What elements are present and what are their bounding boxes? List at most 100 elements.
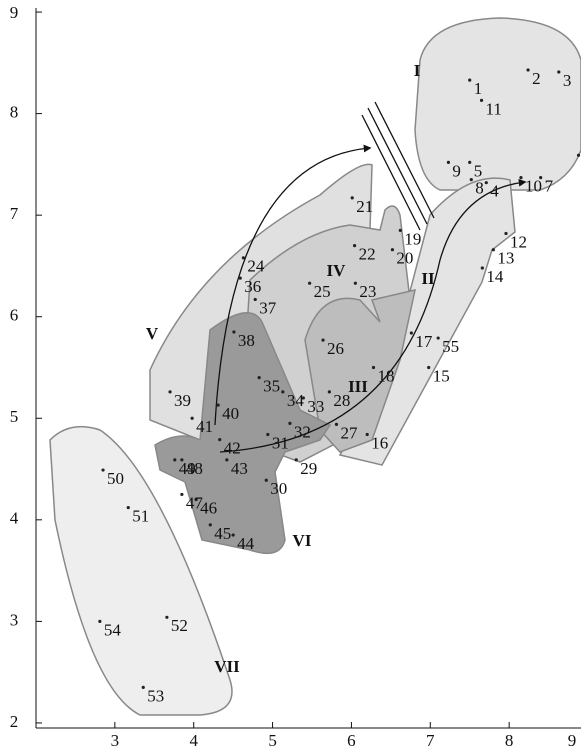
regions [49, 17, 581, 716]
hatch [367, 107, 428, 225]
point [504, 231, 508, 236]
point [321, 338, 325, 342]
y-tick-label: 5 [10, 407, 19, 426]
point [208, 523, 212, 527]
point [165, 615, 169, 619]
point [141, 685, 145, 689]
point [480, 266, 484, 270]
point [519, 175, 523, 180]
point [557, 70, 561, 74]
point [479, 98, 484, 103]
region-iii [304, 289, 416, 453]
region-vii [49, 425, 233, 716]
point-label: 2 [532, 69, 541, 88]
arrow [219, 178, 527, 453]
region-label: III [348, 377, 368, 396]
point-label: 12 [510, 232, 527, 251]
point-label: 41 [196, 417, 213, 436]
point [469, 178, 473, 182]
point-label: 7 [545, 176, 554, 195]
point [253, 297, 257, 302]
point-label: 37 [259, 298, 277, 317]
point [468, 160, 472, 164]
point-label: 36 [244, 277, 261, 296]
point [257, 376, 261, 380]
point-label: 13 [497, 249, 514, 268]
y-tick-label: 8 [10, 103, 19, 122]
point-label: 25 [314, 282, 331, 301]
point-label: 51 [132, 507, 149, 526]
point [301, 396, 305, 400]
region-label: I [414, 61, 421, 80]
point [484, 181, 488, 185]
point [371, 365, 376, 370]
point-label: 45 [214, 524, 231, 543]
point-label: 44 [237, 534, 255, 553]
point [353, 281, 357, 285]
point-label: 40 [222, 404, 239, 423]
region-label: IV [327, 261, 347, 280]
region-label: II [421, 269, 435, 288]
point-label: 33 [307, 397, 324, 416]
point [190, 416, 194, 420]
point-label: 11 [486, 99, 502, 118]
point [194, 497, 198, 502]
point [350, 196, 354, 200]
x-tick-label: 7 [426, 731, 435, 750]
point [173, 458, 177, 462]
point-label: 15 [433, 366, 450, 385]
point-label: 31 [272, 433, 289, 452]
point-label: 43 [231, 459, 248, 478]
arrow [214, 144, 372, 426]
point [241, 256, 245, 260]
point-label: 16 [371, 433, 388, 452]
hatch [361, 114, 421, 231]
point-label: 23 [359, 282, 376, 301]
point [468, 78, 472, 82]
point [180, 492, 184, 497]
point-label: 14 [486, 267, 504, 286]
x-tick-label: 5 [268, 731, 277, 750]
point-label: 5 [474, 161, 483, 180]
point-label: 29 [300, 459, 317, 478]
point-label: 26 [327, 339, 344, 358]
x-tick-label: 4 [189, 731, 198, 750]
point-label: 54 [104, 620, 122, 639]
point [264, 478, 268, 482]
point-label: 39 [174, 391, 191, 410]
point-label: 24 [247, 257, 265, 276]
point-label: 27 [340, 423, 358, 442]
point [288, 421, 292, 425]
point-label: 48 [186, 459, 203, 478]
point [398, 228, 402, 232]
point-label: 22 [359, 245, 376, 264]
point-label: 10 [525, 176, 542, 195]
y-tick-label: 4 [10, 509, 19, 528]
point-label: 34 [287, 391, 305, 410]
point [98, 619, 102, 623]
point [352, 244, 357, 248]
point [446, 160, 451, 164]
x-tick-label: 8 [505, 731, 514, 750]
x-tick-label: 3 [111, 731, 120, 750]
hatch [374, 101, 435, 219]
point [218, 437, 222, 442]
point-label: 18 [378, 366, 395, 385]
point [427, 365, 431, 370]
region-label: VI [293, 531, 312, 550]
point [281, 390, 285, 394]
y-tick-label: 3 [10, 610, 19, 629]
point [576, 153, 581, 157]
point [101, 468, 105, 472]
point-label: 47 [186, 493, 204, 512]
point [225, 458, 229, 462]
point-label: 46 [200, 498, 217, 517]
point [126, 506, 130, 510]
point [409, 331, 413, 335]
point [334, 422, 339, 426]
point-label: 49 [179, 459, 196, 478]
y-tick-label: 6 [10, 306, 19, 325]
point-label: 3 [563, 71, 572, 90]
point-label: 50 [107, 469, 124, 488]
